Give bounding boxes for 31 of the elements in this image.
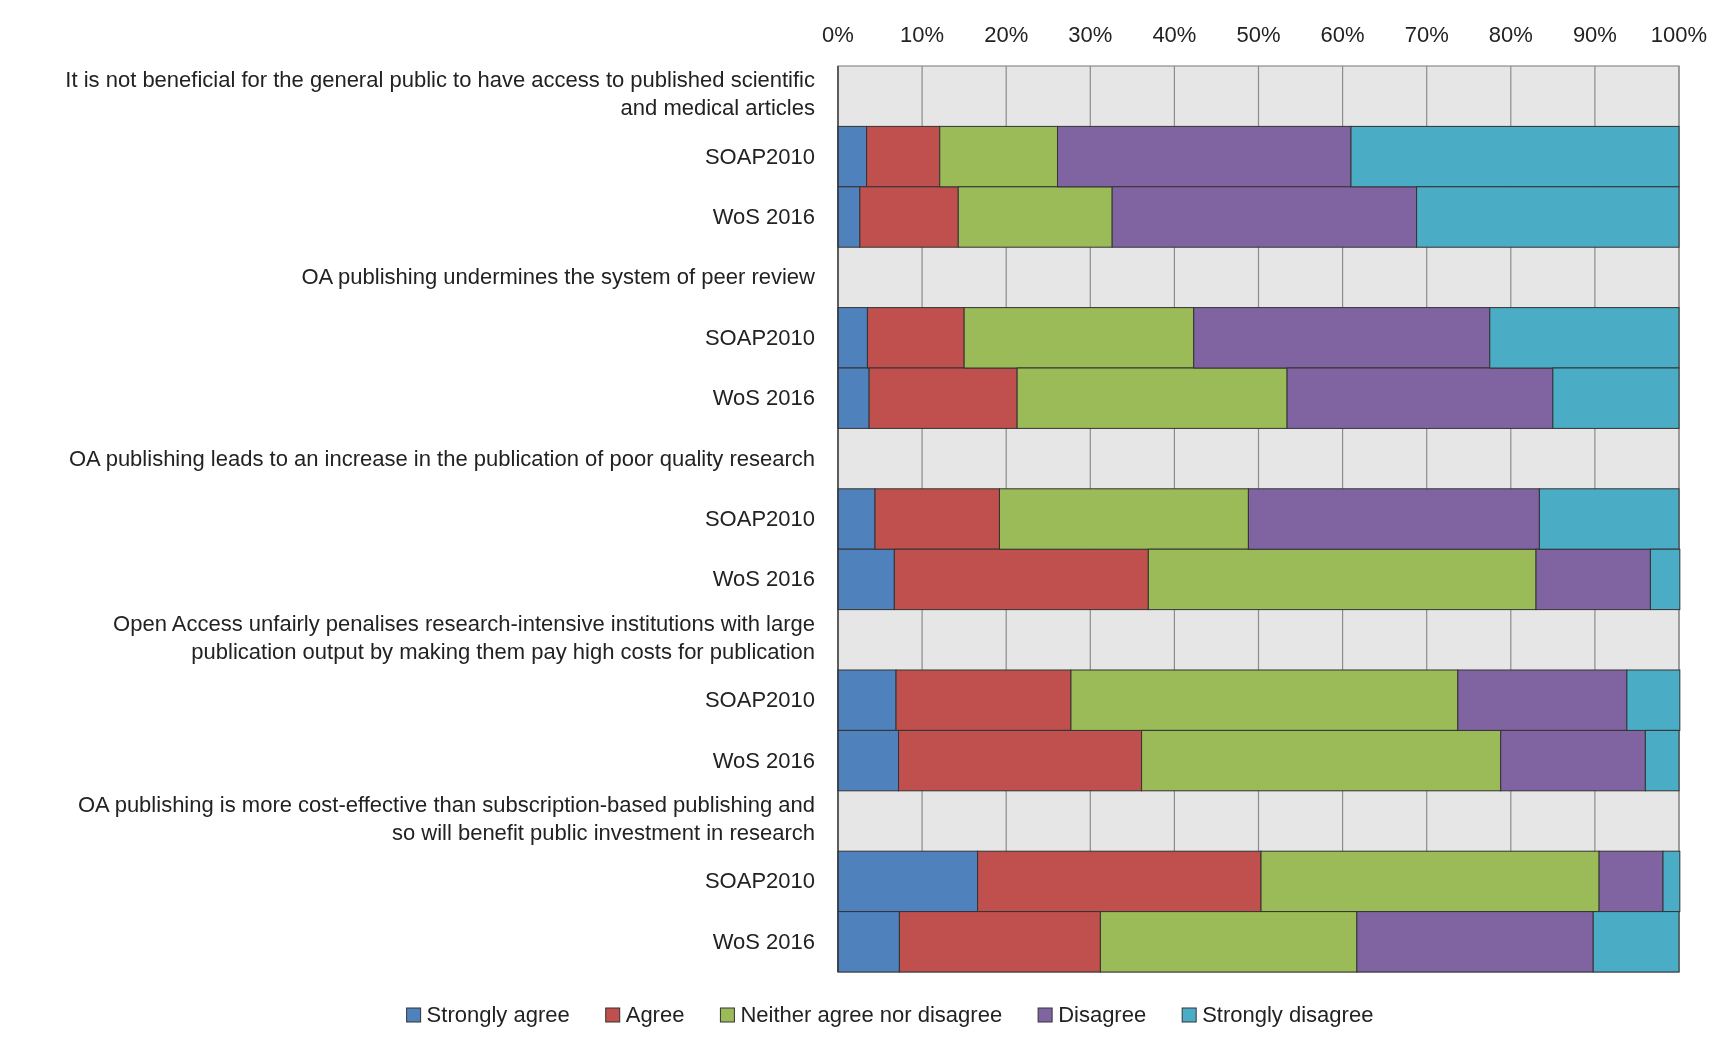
y-tick-label: It is not beneficial for the general public to have access to published scientific and medical articles xyxy=(65,67,815,121)
y-tick-label: WoS 2016 xyxy=(712,747,815,773)
x-tick-label: 10% xyxy=(900,22,945,47)
legend-label: Disagree xyxy=(1058,1002,1147,1027)
y-tick-label: OA publishing leads to an increase in the publication of poor quality research xyxy=(68,445,815,471)
y-tick-label: SOAP2010 xyxy=(704,687,815,713)
y-tick-label: WoS 2016 xyxy=(712,928,815,954)
y-tick-label: SOAP2010 xyxy=(704,868,815,894)
y-tick-label: WoS 2016 xyxy=(712,204,815,229)
y-tick-label: SOAP2010 xyxy=(704,143,815,169)
legend-label: Strongly disagree xyxy=(1202,1002,1374,1027)
x-tick-label: 20% xyxy=(984,22,1029,47)
y-tick-label: OA publishing undermines the system of peer review xyxy=(301,264,816,290)
y-tick-label: WoS 2016 xyxy=(712,566,815,592)
x-tick-label: 60% xyxy=(1320,22,1365,47)
y-tick-label: SOAP2010 xyxy=(704,324,815,350)
x-tick-label: 70% xyxy=(1404,22,1449,47)
x-tick-label: 80% xyxy=(1488,22,1533,47)
x-tick-label: 90% xyxy=(1572,22,1617,47)
x-tick-label: 40% xyxy=(1152,22,1197,47)
y-tick-label: Open Access unfairly penalises research-intensive institutions with large publication output by making them pay high costs for publication xyxy=(113,610,815,664)
legend-label: Neither agree nor disagree xyxy=(740,1002,1003,1027)
x-tick-label: 100% xyxy=(1650,22,1708,47)
x-tick-label: 50% xyxy=(1236,22,1281,47)
y-tick-label: WoS 2016 xyxy=(712,385,815,411)
legend-label: Agree xyxy=(625,1002,685,1027)
y-tick-label: OA publishing is more cost-effective than subscription-based publishing and so will benefit public investment in research xyxy=(77,792,815,845)
legend-label: Strongly agree xyxy=(426,1002,570,1027)
x-tick-label: 30% xyxy=(1068,22,1113,47)
x-tick-label: 0% xyxy=(822,22,854,47)
y-tick-label: SOAP2010 xyxy=(704,506,815,531)
